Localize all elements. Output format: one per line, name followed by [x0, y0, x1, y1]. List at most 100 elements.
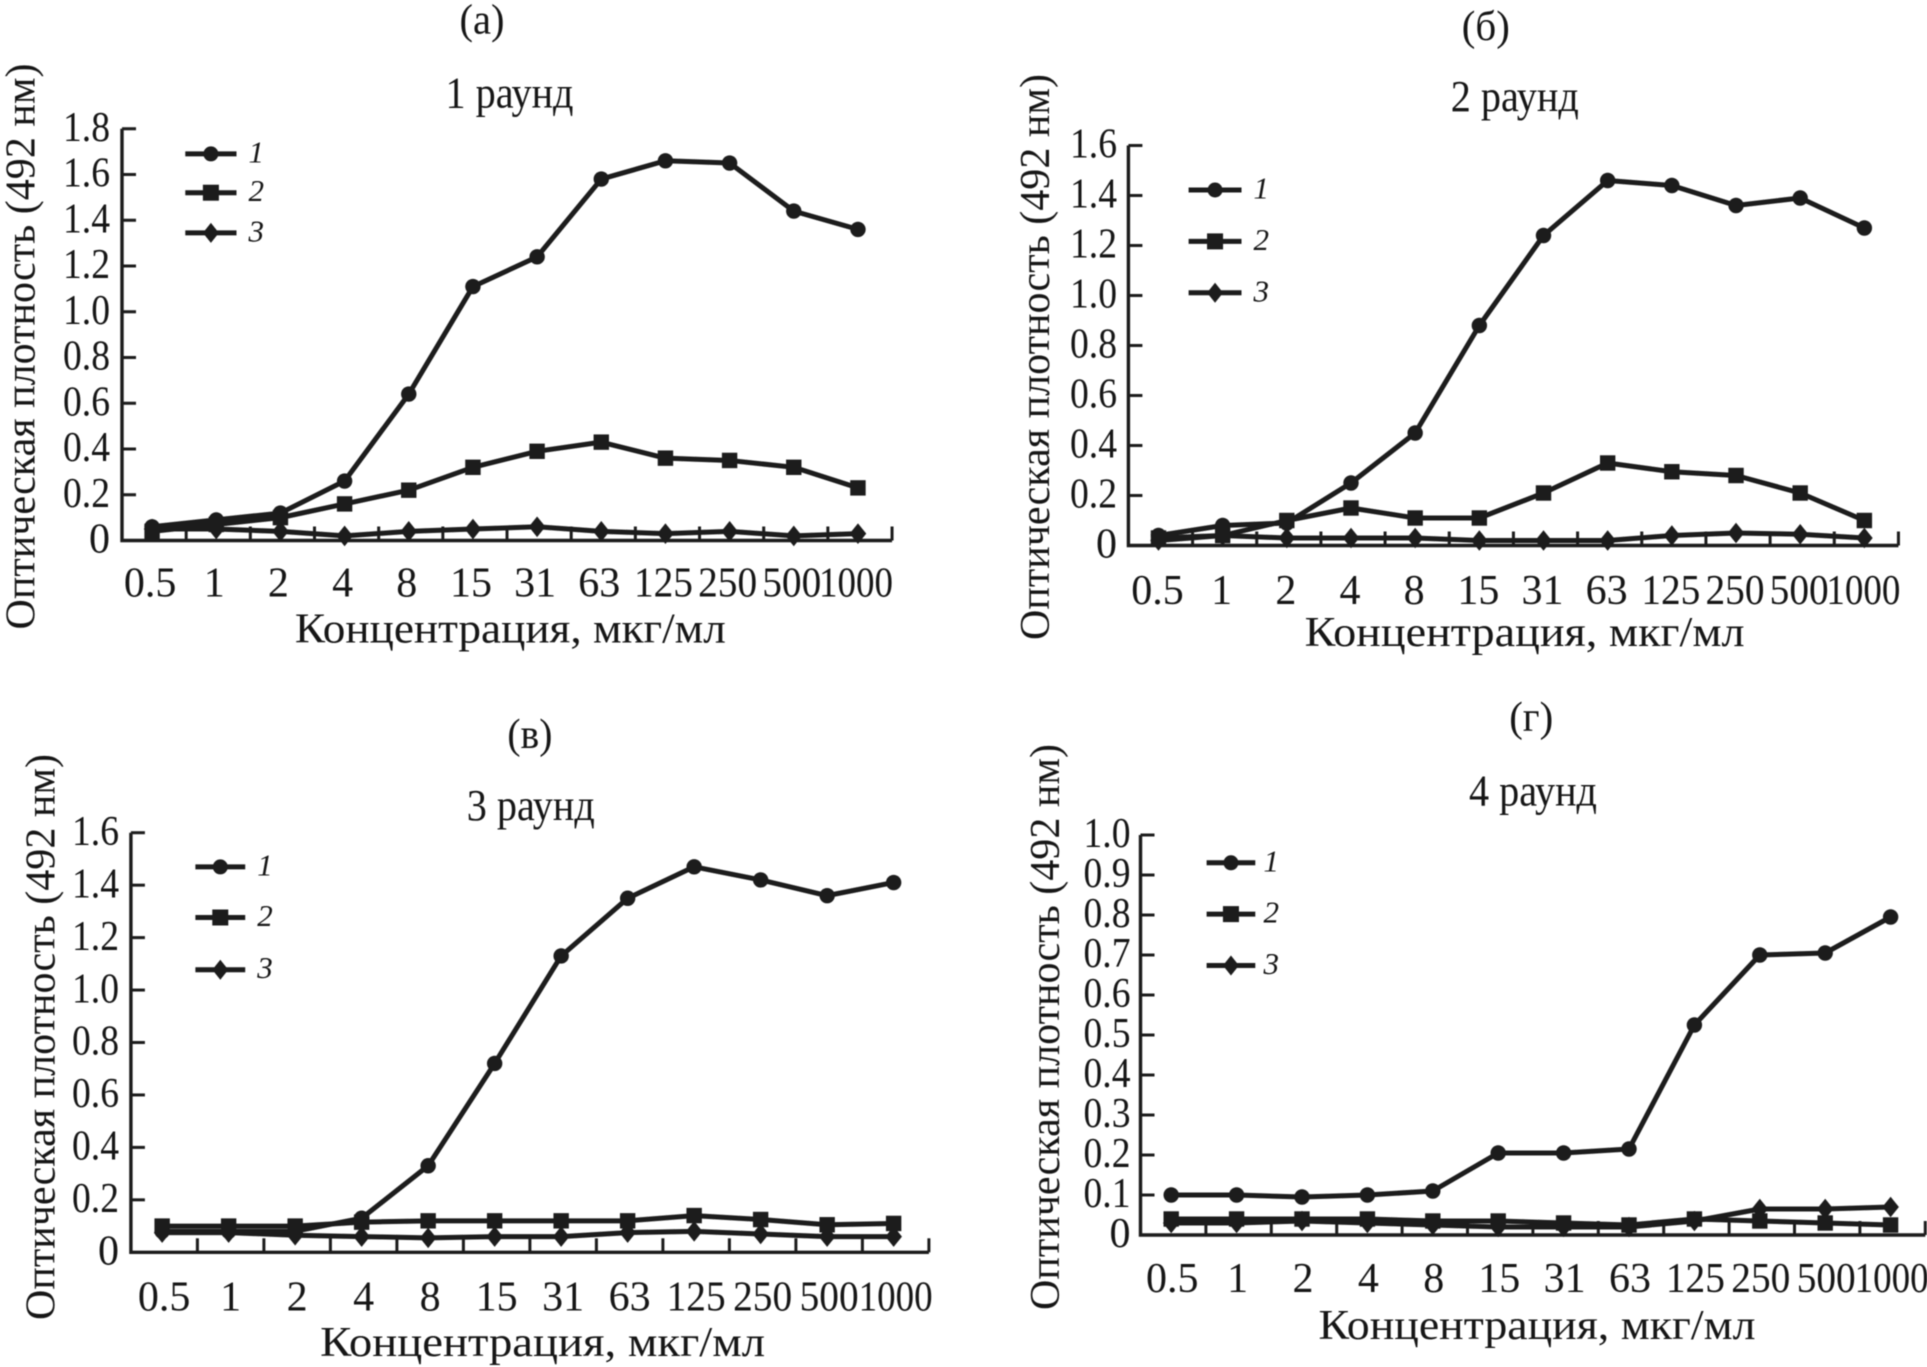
svg-text:0.5: 0.5: [138, 1275, 191, 1321]
svg-text:1: 1: [1211, 568, 1232, 614]
svg-text:0.8: 0.8: [72, 1019, 119, 1065]
svg-text:250: 250: [733, 1275, 792, 1321]
svg-text:31: 31: [542, 1275, 584, 1321]
svg-text:0.1: 0.1: [1084, 1171, 1131, 1217]
svg-text:0.5: 0.5: [124, 561, 177, 607]
svg-text:1.0: 1.0: [1070, 272, 1117, 318]
svg-text:0.4: 0.4: [72, 1124, 119, 1170]
svg-text:0.4: 0.4: [1070, 422, 1117, 468]
svg-text:2: 2: [257, 898, 273, 933]
svg-text:125: 125: [1666, 1256, 1725, 1302]
svg-text:2: 2: [268, 561, 289, 607]
svg-text:1.4: 1.4: [72, 861, 119, 907]
svg-text:31: 31: [1522, 568, 1564, 614]
svg-text:0.7: 0.7: [1084, 931, 1131, 977]
svg-text:125: 125: [667, 1275, 726, 1321]
svg-text:31: 31: [1544, 1256, 1586, 1302]
svg-text:1.4: 1.4: [63, 196, 110, 242]
svg-text:1000: 1000: [859, 1275, 933, 1321]
svg-text:1.6: 1.6: [63, 151, 110, 197]
svg-text:0.5: 0.5: [1084, 1011, 1131, 1057]
svg-text:(г): (г): [1509, 695, 1553, 741]
svg-text:500: 500: [1770, 568, 1829, 614]
svg-text:Концентрация, мкг/мл: Концентрация, мкг/мл: [295, 606, 726, 652]
svg-text:250: 250: [698, 561, 757, 607]
svg-text:0.2: 0.2: [72, 1176, 119, 1222]
svg-text:1: 1: [257, 847, 273, 882]
svg-text:1: 1: [1264, 843, 1280, 878]
svg-text:0.4: 0.4: [63, 425, 110, 471]
svg-text:Концентрация, мкг/мл: Концентрация, мкг/мл: [320, 1320, 765, 1366]
svg-text:1.0: 1.0: [63, 288, 110, 334]
svg-text:15: 15: [1478, 1256, 1520, 1302]
svg-text:Концентрация, мкг/мл: Концентрация, мкг/мл: [1319, 1303, 1756, 1349]
svg-text:0.6: 0.6: [1070, 372, 1117, 418]
svg-text:4 раунд: 4 раунд: [1469, 767, 1597, 816]
svg-text:Оптическая плотность (492 нм): Оптическая плотность (492 нм): [0, 64, 45, 630]
svg-text:1.8: 1.8: [63, 105, 110, 151]
svg-text:500: 500: [800, 1275, 859, 1321]
svg-text:1: 1: [220, 1275, 241, 1321]
svg-text:4: 4: [1358, 1256, 1379, 1302]
svg-text:0.6: 0.6: [63, 379, 110, 425]
svg-text:1: 1: [1254, 171, 1270, 206]
svg-text:125: 125: [1641, 568, 1700, 614]
svg-text:500: 500: [1797, 1256, 1856, 1302]
svg-text:2: 2: [1264, 895, 1280, 930]
svg-text:63: 63: [1586, 568, 1628, 614]
svg-text:2: 2: [1275, 568, 1296, 614]
svg-text:125: 125: [634, 561, 693, 607]
svg-text:1.2: 1.2: [72, 914, 119, 960]
svg-text:1.0: 1.0: [72, 966, 119, 1012]
svg-text:1.2: 1.2: [1070, 222, 1117, 268]
svg-text:2: 2: [1254, 222, 1270, 257]
svg-text:15: 15: [476, 1275, 518, 1321]
svg-text:Концентрация, мкг/мл: Концентрация, мкг/мл: [1305, 610, 1745, 656]
svg-text:0.2: 0.2: [63, 471, 110, 517]
svg-text:1.6: 1.6: [1070, 122, 1117, 168]
svg-text:8: 8: [1404, 568, 1425, 614]
svg-text:0.8: 0.8: [1070, 322, 1117, 368]
svg-text:0.6: 0.6: [1084, 971, 1131, 1017]
svg-text:(в): (в): [507, 712, 552, 758]
svg-text:0.4: 0.4: [1084, 1051, 1131, 1097]
svg-text:0.8: 0.8: [1084, 891, 1131, 937]
svg-text:8: 8: [1423, 1256, 1444, 1302]
svg-text:31: 31: [514, 561, 556, 607]
svg-text:63: 63: [578, 561, 620, 607]
svg-text:1: 1: [204, 561, 225, 607]
svg-text:8: 8: [420, 1275, 441, 1321]
svg-text:15: 15: [1457, 568, 1499, 614]
svg-text:1000: 1000: [819, 561, 893, 607]
svg-text:0.2: 0.2: [1084, 1131, 1131, 1177]
svg-text:63: 63: [609, 1275, 651, 1321]
svg-text:2: 2: [249, 173, 265, 208]
svg-text:500: 500: [762, 561, 821, 607]
svg-text:Оптическая плотность (492 нм): Оптическая плотность (492 нм): [19, 754, 65, 1320]
svg-text:0.8: 0.8: [63, 334, 110, 380]
svg-text:0.5: 0.5: [1131, 568, 1184, 614]
svg-text:0.5: 0.5: [1146, 1256, 1199, 1302]
svg-text:1: 1: [1227, 1256, 1248, 1302]
svg-text:1000: 1000: [1826, 568, 1900, 614]
svg-text:(а): (а): [460, 0, 505, 44]
svg-text:1 раунд: 1 раунд: [446, 69, 574, 118]
svg-text:0: 0: [1110, 1211, 1131, 1257]
svg-text:1.2: 1.2: [63, 242, 110, 288]
svg-text:15: 15: [450, 561, 492, 607]
svg-text:0: 0: [89, 517, 110, 563]
svg-text:1.6: 1.6: [72, 809, 119, 855]
svg-text:0.6: 0.6: [72, 1071, 119, 1117]
svg-text:1.0: 1.0: [1084, 811, 1131, 857]
svg-text:2: 2: [1293, 1256, 1314, 1302]
svg-text:4: 4: [1340, 568, 1361, 614]
svg-text:(б): (б): [1462, 4, 1510, 50]
svg-text:1.4: 1.4: [1070, 172, 1117, 218]
svg-text:0.3: 0.3: [1084, 1091, 1131, 1137]
svg-text:3: 3: [248, 213, 265, 248]
svg-text:Оптическая плотность (492 нм): Оптическая плотность (492 нм): [1023, 744, 1069, 1310]
svg-text:3: 3: [256, 950, 273, 985]
svg-text:1000: 1000: [1855, 1256, 1927, 1302]
svg-text:250: 250: [1706, 568, 1765, 614]
svg-text:0.9: 0.9: [1084, 851, 1131, 897]
